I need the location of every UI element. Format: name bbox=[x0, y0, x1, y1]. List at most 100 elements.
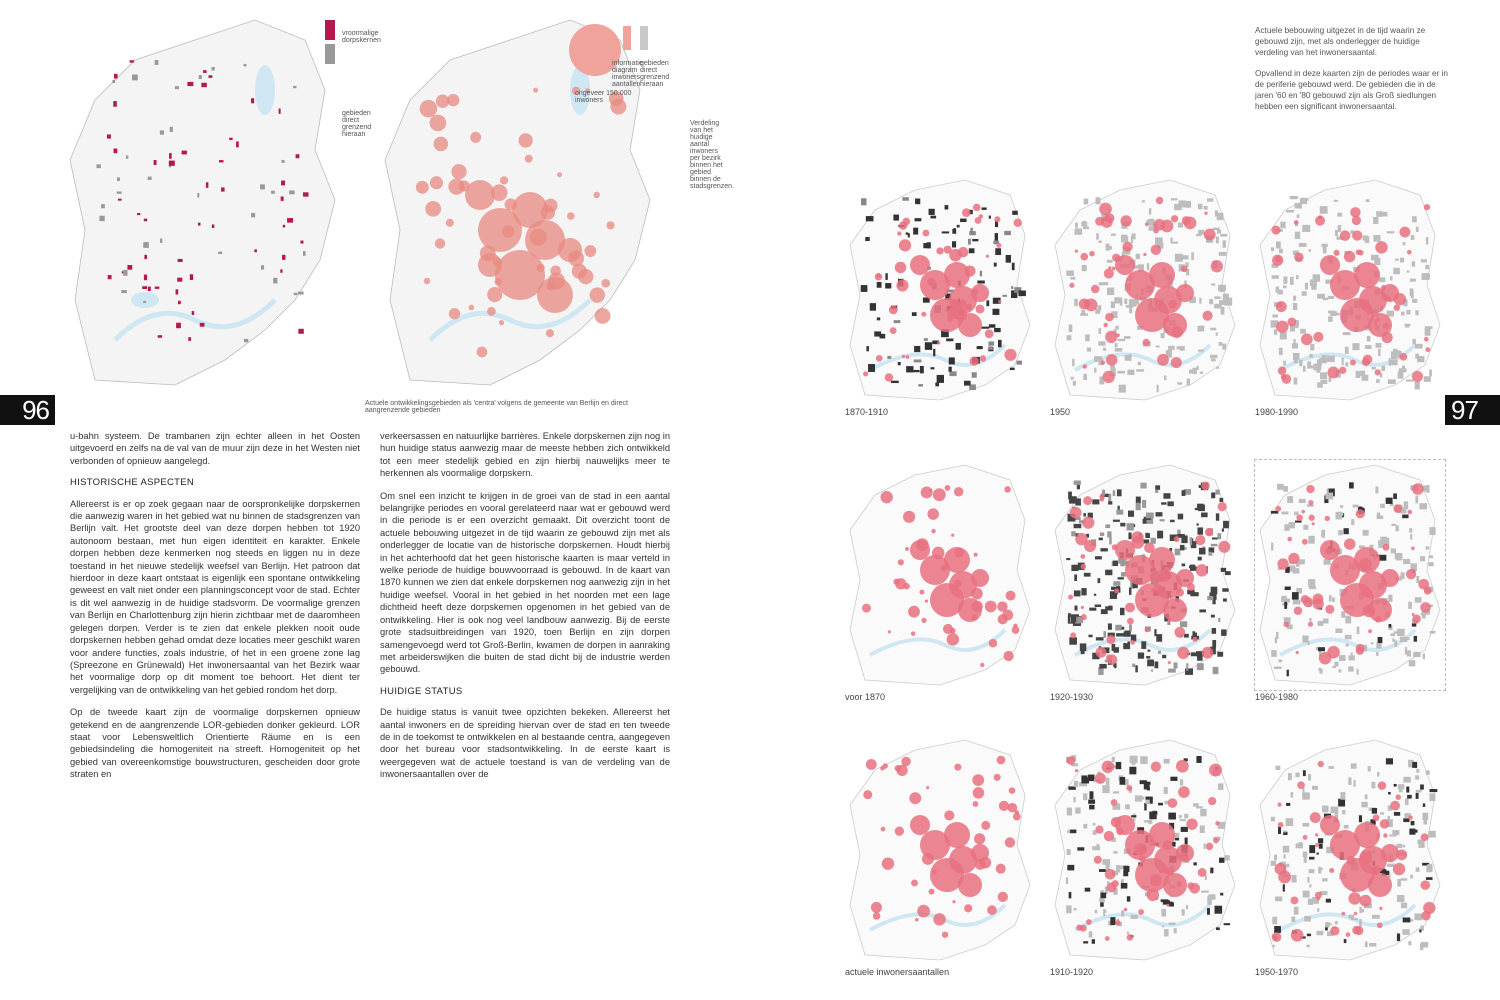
building-mark bbox=[1081, 221, 1088, 227]
building-mark bbox=[1306, 944, 1310, 948]
building-mark bbox=[1325, 926, 1328, 931]
building-mark bbox=[1203, 205, 1208, 210]
population-bubble bbox=[1084, 298, 1098, 312]
population-bubble bbox=[1115, 920, 1121, 926]
building-mark bbox=[1220, 233, 1228, 237]
building-mark bbox=[1283, 831, 1288, 836]
population-bubble bbox=[1421, 911, 1431, 921]
village-core-mark bbox=[169, 153, 172, 159]
building-mark bbox=[1421, 611, 1426, 619]
building-mark bbox=[1304, 915, 1311, 922]
village-core-mark bbox=[303, 192, 309, 197]
building-mark bbox=[1216, 229, 1222, 234]
population-bubble bbox=[490, 184, 508, 201]
building-mark bbox=[1330, 311, 1337, 316]
building-mark bbox=[1154, 629, 1157, 637]
population-bubble bbox=[1272, 254, 1284, 266]
population-bubble bbox=[1143, 252, 1147, 257]
building-mark bbox=[1397, 371, 1404, 379]
building-mark bbox=[1105, 569, 1113, 576]
building-mark bbox=[1220, 306, 1225, 315]
building-mark bbox=[1223, 520, 1229, 529]
building-mark bbox=[1429, 793, 1436, 802]
building-mark bbox=[1100, 493, 1109, 498]
population-bubble bbox=[919, 589, 925, 595]
building-mark bbox=[1192, 803, 1199, 807]
population-bubble bbox=[1309, 812, 1321, 824]
building-mark bbox=[1362, 644, 1368, 652]
building-mark bbox=[1412, 339, 1416, 345]
building-mark bbox=[1316, 365, 1321, 373]
building-mark bbox=[1294, 511, 1299, 516]
building-mark bbox=[1378, 554, 1387, 561]
population-bubble bbox=[1368, 629, 1373, 634]
building-mark bbox=[1285, 818, 1294, 827]
building-mark bbox=[1378, 277, 1386, 283]
population-bubble bbox=[972, 203, 981, 212]
building-mark bbox=[1379, 211, 1388, 217]
building-mark bbox=[952, 241, 957, 248]
population-bubble bbox=[984, 329, 994, 339]
building-mark bbox=[1415, 310, 1419, 316]
building-mark bbox=[1342, 332, 1351, 336]
building-mark bbox=[1174, 203, 1182, 211]
building-mark bbox=[1420, 784, 1424, 790]
population-bubble bbox=[1271, 225, 1281, 235]
population-bubble bbox=[448, 178, 465, 195]
population-bubble bbox=[1090, 284, 1100, 294]
population-bubble bbox=[1381, 331, 1393, 344]
building-mark bbox=[1170, 198, 1178, 201]
building-mark bbox=[1387, 863, 1395, 867]
building-mark bbox=[1348, 914, 1355, 919]
building-mark bbox=[1425, 770, 1430, 775]
village-core-mark bbox=[117, 198, 122, 201]
population-bubble bbox=[1127, 617, 1134, 625]
building-mark bbox=[1402, 514, 1409, 519]
building-mark bbox=[976, 346, 983, 350]
building-mark bbox=[1403, 558, 1411, 565]
population-bubble bbox=[1080, 554, 1086, 559]
building-mark bbox=[970, 227, 973, 235]
building-mark bbox=[1322, 297, 1329, 301]
population-bubble bbox=[1080, 252, 1089, 261]
population-bubble bbox=[954, 547, 965, 558]
population-bubble bbox=[429, 114, 447, 132]
building-mark bbox=[994, 220, 999, 228]
building-mark bbox=[1215, 236, 1219, 244]
building-mark bbox=[1309, 884, 1312, 888]
building-mark bbox=[1130, 634, 1137, 642]
population-bubble bbox=[1333, 249, 1340, 256]
building-mark bbox=[1278, 659, 1283, 663]
population-bubble bbox=[1068, 594, 1074, 600]
population-bubble bbox=[887, 630, 891, 634]
building-mark bbox=[1307, 641, 1310, 645]
village-core-mark bbox=[154, 60, 159, 65]
building-mark bbox=[1192, 631, 1196, 637]
building-mark bbox=[1071, 614, 1079, 622]
population-bubble bbox=[1420, 833, 1429, 842]
building-mark bbox=[1189, 296, 1196, 304]
heading-historische-aspecten: HISTORISCHE ASPECTEN bbox=[70, 477, 195, 489]
population-bubble bbox=[1329, 867, 1335, 873]
building-mark bbox=[1108, 920, 1113, 926]
population-bubble bbox=[888, 305, 898, 315]
building-mark bbox=[1113, 887, 1118, 895]
population-bubble bbox=[1281, 374, 1292, 384]
building-mark bbox=[1177, 533, 1185, 538]
building-mark bbox=[1088, 799, 1096, 804]
village-core-mark bbox=[303, 251, 306, 256]
building-mark bbox=[1332, 665, 1336, 669]
building-mark bbox=[1293, 339, 1296, 346]
building-mark bbox=[1089, 607, 1097, 611]
building-mark bbox=[1189, 369, 1194, 374]
building-mark bbox=[897, 361, 901, 366]
building-mark bbox=[1099, 897, 1105, 903]
population-bubble bbox=[1392, 862, 1406, 876]
building-mark bbox=[1406, 650, 1411, 657]
population-bubble bbox=[1155, 196, 1164, 205]
building-mark bbox=[1325, 898, 1331, 903]
building-mark bbox=[913, 227, 919, 235]
population-bubble bbox=[944, 262, 970, 288]
building-mark bbox=[1424, 327, 1431, 336]
building-mark bbox=[1117, 577, 1124, 580]
